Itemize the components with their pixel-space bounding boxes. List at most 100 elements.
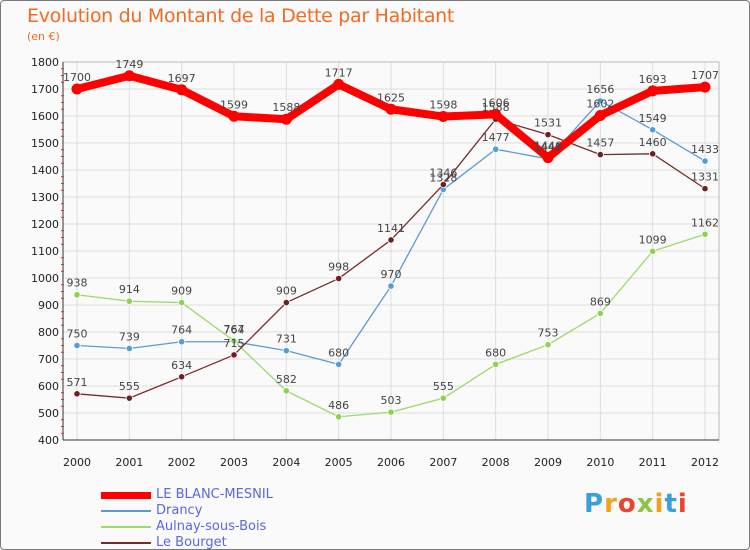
- logo-letter: i: [654, 489, 665, 519]
- legend-label: Le Bourget: [156, 535, 227, 550]
- data-label: 938: [67, 277, 88, 290]
- data-label: 1599: [220, 98, 248, 111]
- logo-letter: o: [617, 489, 637, 519]
- data-label: 1331: [691, 171, 719, 184]
- data-label: 764: [224, 324, 245, 337]
- data-point: [73, 341, 81, 350]
- logo-letter: x: [636, 489, 655, 519]
- data-label: 764: [171, 324, 192, 337]
- data-point: [335, 413, 343, 421]
- data-point: [544, 131, 552, 139]
- data-label: 767: [224, 323, 245, 336]
- data-point: [333, 78, 345, 90]
- data-point: [544, 341, 552, 349]
- data-label: 1697: [168, 72, 196, 85]
- data-label: 1717: [325, 66, 353, 79]
- data-label: 1446: [534, 140, 562, 153]
- x-tick-label: 2010: [586, 456, 614, 469]
- data-label: 1602: [586, 97, 614, 110]
- data-label: 998: [328, 261, 349, 274]
- y-tick-label: 400: [38, 434, 59, 447]
- data-point: [335, 360, 343, 368]
- data-point: [437, 111, 449, 123]
- data-label: 1141: [377, 222, 405, 235]
- data-label: 1598: [429, 99, 457, 112]
- data-label: 909: [276, 285, 297, 298]
- data-label: 750: [67, 328, 88, 341]
- data-point: [649, 247, 657, 255]
- data-label: 970: [381, 268, 402, 281]
- y-tick-label: 1600: [31, 110, 59, 123]
- data-label: 1606: [482, 96, 510, 109]
- chart-title: Evolution du Montant de la Dette par Hab…: [27, 5, 455, 27]
- data-point: [439, 180, 447, 189]
- data-label: 1588: [482, 101, 510, 114]
- data-point: [542, 152, 554, 164]
- data-point: [387, 282, 395, 290]
- data-point: [701, 185, 709, 193]
- data-point: [230, 351, 238, 359]
- data-point: [596, 97, 604, 105]
- legend-swatch: [101, 526, 151, 528]
- legend-label: LE BLANC-MESNIL: [156, 487, 273, 502]
- data-label: 680: [485, 346, 506, 359]
- data-point: [439, 394, 447, 402]
- data-point: [282, 347, 290, 355]
- y-tick-label: 1500: [31, 137, 59, 150]
- y-tick-label: 1100: [31, 245, 59, 258]
- x-tick-label: 2009: [534, 456, 562, 469]
- data-label: 1625: [377, 91, 405, 104]
- data-point: [71, 83, 83, 95]
- y-tick-label: 1200: [31, 218, 59, 231]
- data-label: 1346: [429, 167, 457, 180]
- data-label: 1707: [691, 69, 719, 82]
- data-label: 1099: [639, 233, 667, 246]
- data-point: [387, 408, 395, 416]
- data-label: 909: [171, 285, 192, 298]
- data-label: 1457: [586, 137, 614, 150]
- proxiti-logo: Proxiti: [584, 489, 688, 519]
- legend-label: Drancy: [156, 503, 203, 518]
- x-tick-label: 2008: [482, 456, 510, 469]
- data-label: 1531: [534, 117, 562, 130]
- data-label: 555: [119, 380, 140, 393]
- legend-label: Aulnay-sous-Bois: [156, 519, 267, 534]
- axes: 400 500 600 700 800 900 1000 1100 1200 1300 1400 15…: [31, 56, 720, 469]
- legend-swatch: [101, 491, 151, 499]
- data-point: [596, 309, 604, 317]
- y-tick-label: 1700: [31, 83, 59, 96]
- y-tick-label: 1000: [31, 272, 59, 285]
- data-point: [701, 157, 709, 165]
- line-chart: 400 500 600 700 800 900 1000 1100 1200 1300 1400 15…: [31, 56, 720, 469]
- data-point: [73, 390, 81, 398]
- data-label: 715: [224, 337, 245, 350]
- data-point: [649, 126, 657, 134]
- data-point: [73, 291, 81, 299]
- data-label: 503: [381, 394, 402, 407]
- x-tick-label: 2004: [272, 456, 300, 469]
- data-point: [230, 337, 238, 345]
- data-point: [178, 298, 186, 307]
- data-point: [387, 236, 395, 244]
- data-label: 1460: [639, 136, 667, 149]
- data-point: [385, 103, 397, 115]
- data-label: 914: [119, 283, 140, 296]
- legend-swatch: [101, 542, 151, 544]
- data-point: [125, 394, 133, 402]
- x-tick-label: 2000: [63, 456, 91, 469]
- y-tick-label: 800: [38, 326, 59, 339]
- data-label: 1588: [272, 101, 300, 114]
- data-point: [490, 108, 502, 120]
- legend-swatch: [101, 510, 151, 512]
- data-label: 1162: [691, 216, 719, 229]
- data-point: [492, 360, 500, 368]
- data-label: 1477: [482, 131, 510, 144]
- chart-subtitle: (en €): [27, 30, 60, 43]
- y-tick-label: 1300: [31, 191, 59, 204]
- data-label: 1700: [63, 71, 91, 84]
- data-label: 869: [590, 295, 611, 308]
- data-labels: 750 739 764 764 731 680 970 1328 1477 1441 1656 154…: [63, 58, 719, 412]
- data-point: [335, 274, 343, 283]
- data-point: [178, 373, 186, 381]
